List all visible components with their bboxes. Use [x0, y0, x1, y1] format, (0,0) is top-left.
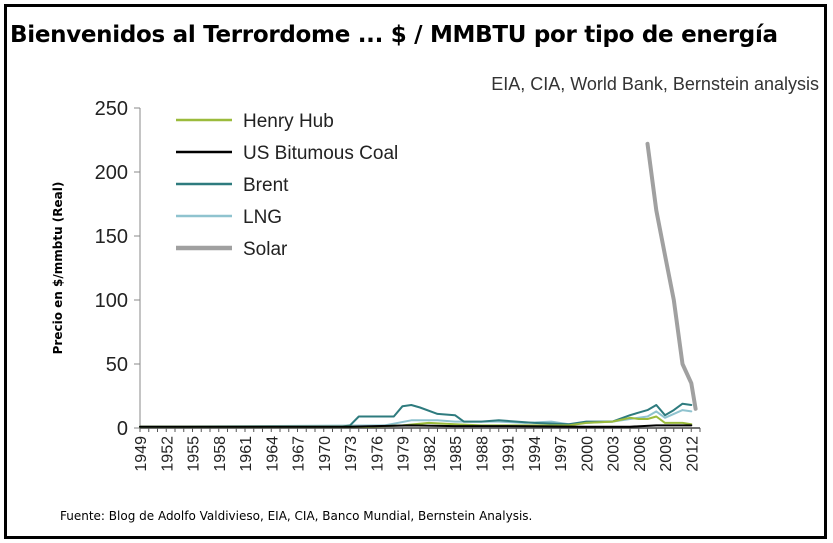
legend-label-solar: Solar — [243, 239, 288, 260]
series-layer — [139, 141, 698, 428]
x-tick-label: 2000 — [579, 436, 596, 472]
x-tick-label: 1967 — [291, 436, 308, 472]
x-tick-label: 1961 — [238, 436, 255, 472]
x-tick-label: 1982 — [422, 436, 439, 472]
x-tick-label: 1994 — [527, 436, 544, 472]
legend: Henry Hub US Bitumous Coal Brent LNG Solar — [176, 111, 398, 260]
legend-label-brent: Brent — [243, 175, 289, 196]
y-tick-label: 150 — [95, 226, 128, 248]
x-tick-label: 1976 — [369, 436, 386, 472]
legend-label-henry-hub: Henry Hub — [243, 111, 334, 132]
x-tick-label: 2012 — [684, 436, 701, 472]
series-line-us-bitumous-coal — [139, 424, 693, 428]
chart-subtitle: EIA, CIA, World Bank, Bernstein analysis — [491, 74, 819, 94]
x-tick-label: 1988 — [474, 436, 491, 472]
y-tick-label: 200 — [95, 162, 128, 184]
y-tick-label: 0 — [117, 418, 128, 440]
x-tick-label: 1970 — [317, 436, 334, 472]
x-tick-label: 1997 — [553, 436, 570, 472]
legend-label-us-bitumous-coal: US Bitumous Coal — [243, 143, 398, 164]
y-tick-label: 50 — [106, 354, 128, 376]
x-tick-label: 2003 — [606, 436, 623, 472]
y-tick-label: 250 — [95, 98, 128, 120]
x-tick-label: 2009 — [658, 436, 675, 472]
x-tick-label: 1964 — [264, 436, 281, 472]
x-tick-label: 1991 — [501, 436, 518, 472]
x-tick-label: 1985 — [448, 436, 465, 472]
y-tick-label: 100 — [95, 290, 128, 312]
x-tick-label: 1952 — [159, 436, 176, 472]
x-tick-label: 1955 — [186, 436, 203, 472]
legend-label-lng: LNG — [243, 207, 282, 228]
x-tick-label: 1949 — [133, 436, 150, 472]
series-line-solar — [645, 141, 698, 411]
chart-frame — [4, 4, 827, 539]
x-tick-label: 1973 — [343, 436, 360, 472]
source-note: Fuente: Blog de Adolfo Valdivieso, EIA, … — [60, 509, 533, 523]
x-tick-label: 1958 — [212, 436, 229, 472]
series-line-brent — [139, 402, 693, 428]
axes: 0 50 100 150 200 250 1949 1952 1955 1958 1961 1964 1… — [95, 98, 702, 472]
x-tick-label: 1979 — [396, 436, 413, 472]
chart-title: Bienvenidos al Terrordome ... $ / MMBTU … — [10, 22, 778, 48]
x-tick-label: 2006 — [632, 436, 649, 472]
